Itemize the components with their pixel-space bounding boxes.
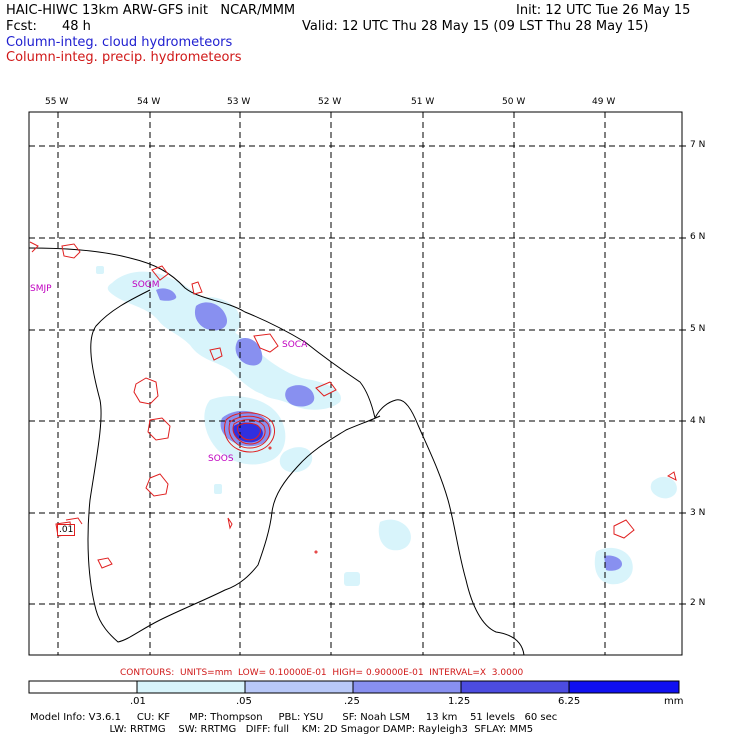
valid-time: Valid: 12 UTC Thu 28 May 15 (09 LST Thu … (302, 19, 649, 34)
coastline (28, 247, 525, 656)
lon-label: 51 W (411, 97, 435, 107)
lon-label: 55 W (45, 97, 69, 107)
lat-label: 5 N (690, 324, 706, 334)
lon-label: 54 W (137, 97, 161, 107)
contour-info: CONTOURS: UNITS=mm LOW= 0.10000E-01 HIGH… (120, 668, 524, 678)
lat-label: 2 N (690, 598, 706, 608)
forecast-label: Fcst: (6, 19, 37, 34)
lat-label: 3 N (690, 508, 706, 518)
station-label-soos: SOOS (208, 454, 234, 464)
lon-label: 52 W (318, 97, 342, 107)
map-frame (28, 111, 683, 656)
colorbar (28, 680, 680, 694)
contour-value-label: .01 (57, 524, 76, 536)
map-title: HAIC-HIWC 13km ARW-GFS init NCAR/MMM (6, 3, 296, 18)
colorbar-label: 6.25 (558, 696, 581, 707)
colorbar-label: 1.25 (448, 696, 471, 707)
cloud-shading-light (96, 266, 677, 586)
colorbar-units: mm (664, 696, 684, 707)
lon-label: 49 W (592, 97, 616, 107)
field-precip-label: Column-integ. precip. hydrometeors (6, 50, 242, 65)
lat-label: 4 N (690, 416, 706, 426)
lon-label: 50 W (502, 97, 526, 107)
model-info-line2: LW: RRTMG SW: RRTMG DIFF: full KM: 2D Sm… (30, 724, 534, 735)
lat-label: 7 N (690, 140, 706, 150)
init-time: Init: 12 UTC Tue 26 May 15 (516, 3, 691, 18)
colorbar-label: .05 (236, 696, 252, 707)
field-cloud-label: Column-integ. cloud hydrometeors (6, 35, 233, 50)
forecast-hour: 48 h (62, 19, 91, 34)
station-label-sogm: SOGM (132, 280, 160, 290)
lon-label: 53 W (227, 97, 251, 107)
station-label-soca: SOCA (282, 340, 308, 350)
lat-lon-grid (29, 112, 682, 655)
station-label-smjp: SMJP (30, 284, 52, 294)
model-info-line1: Model Info: V3.6.1 CU: KF MP: Thompson P… (30, 712, 558, 723)
colorbar-label: .25 (344, 696, 360, 707)
colorbar-label: .01 (130, 696, 146, 707)
lat-label: 6 N (690, 232, 706, 242)
precip-contours (29, 241, 677, 569)
